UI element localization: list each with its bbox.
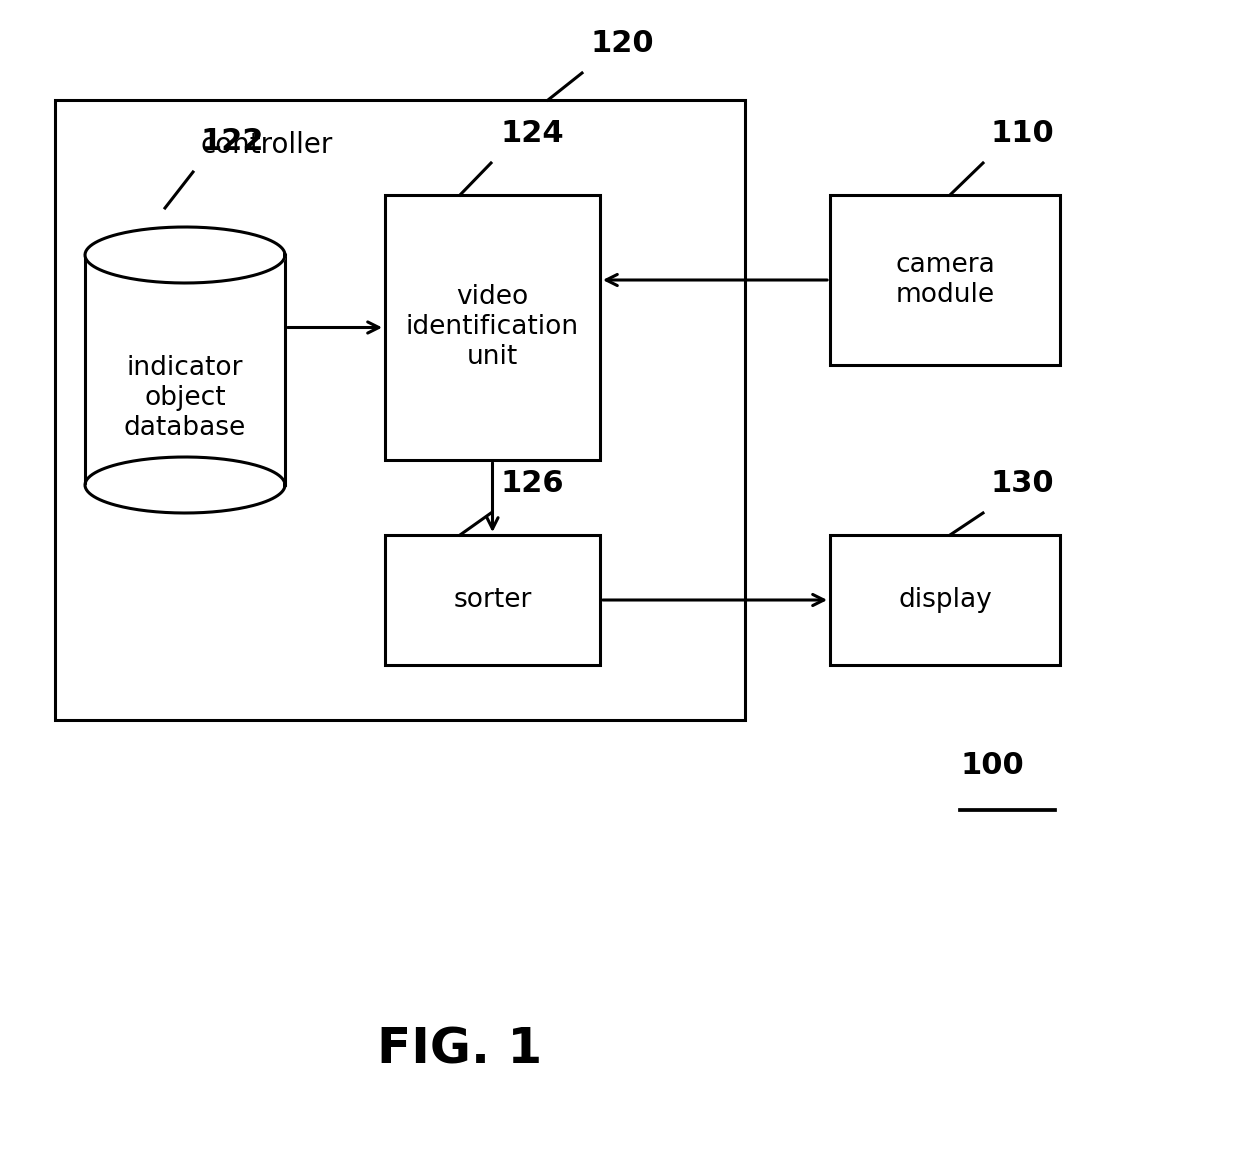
Text: 100: 100: [960, 751, 1024, 780]
Text: 124: 124: [500, 119, 564, 148]
Text: video
identification
unit: video identification unit: [405, 285, 579, 370]
Text: 126: 126: [500, 470, 564, 498]
Text: sorter: sorter: [454, 588, 532, 613]
Bar: [55, 100, 745, 719]
Text: controller: controller: [200, 131, 332, 159]
Bar: [830, 535, 1060, 665]
Text: camera
module: camera module: [895, 252, 994, 308]
Text: display: display: [898, 588, 992, 613]
Text: 130: 130: [990, 470, 1054, 498]
Text: 120: 120: [590, 29, 653, 58]
Text: FIG. 1: FIG. 1: [377, 1026, 543, 1075]
Text: indicator
object
database: indicator object database: [124, 355, 246, 442]
Bar: [384, 535, 600, 665]
Bar: [86, 255, 285, 485]
Text: 110: 110: [990, 119, 1054, 148]
Bar: [830, 195, 1060, 364]
Text: 122: 122: [200, 127, 263, 157]
Bar: [384, 195, 600, 460]
